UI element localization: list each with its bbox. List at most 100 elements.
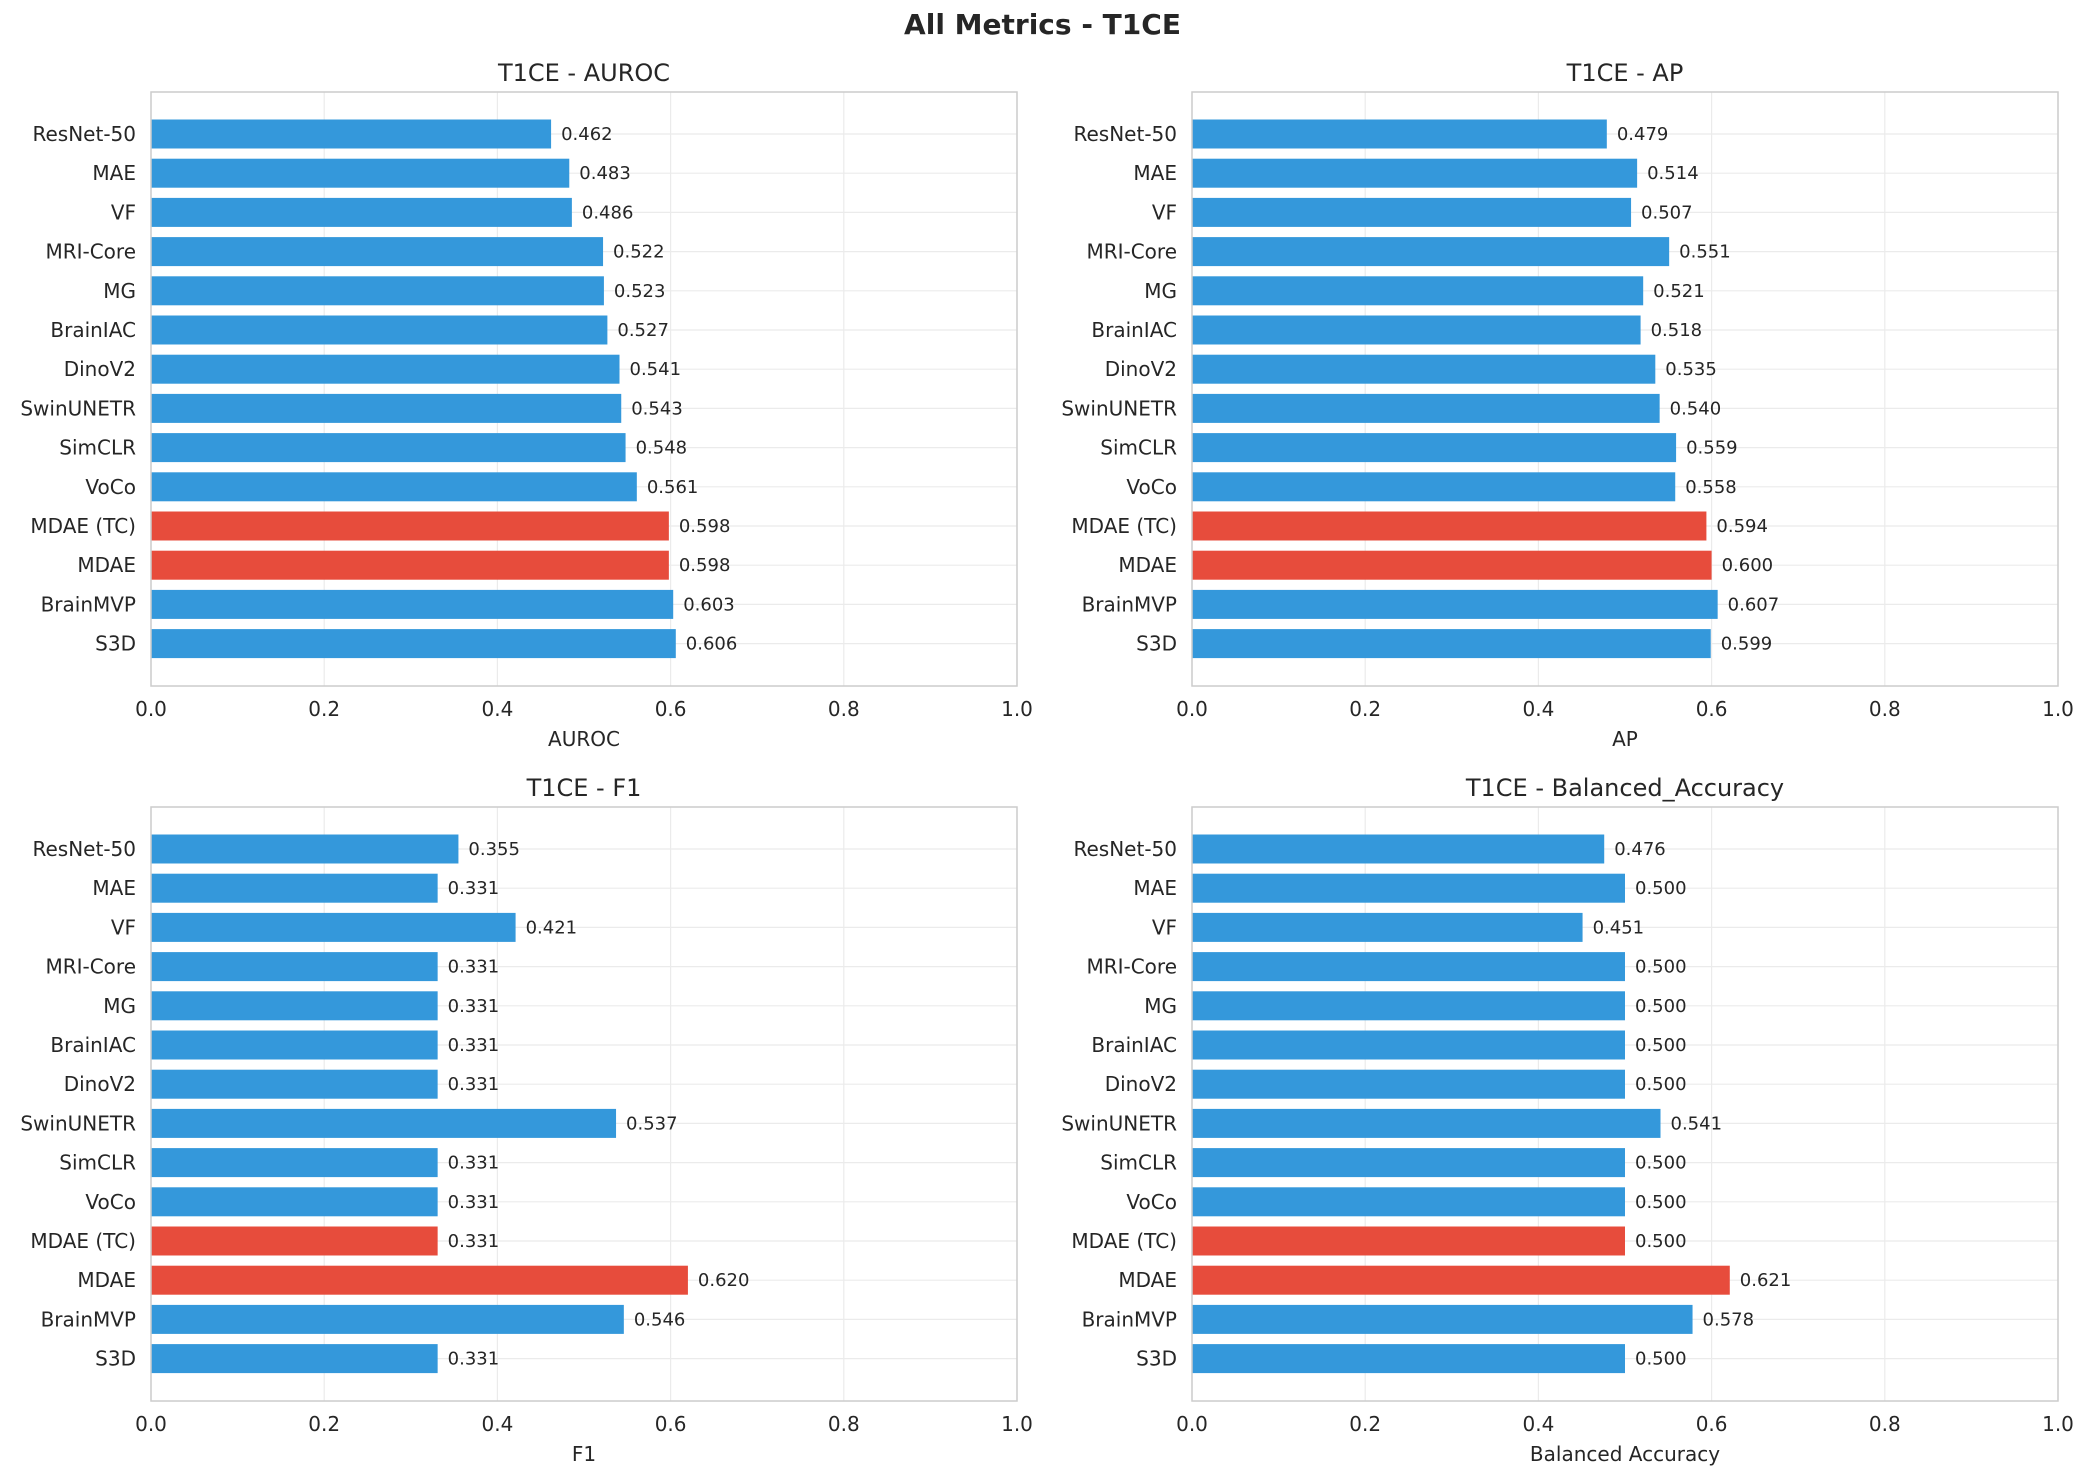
x-axis-label: AP: [1612, 727, 1638, 751]
bar: [151, 1148, 438, 1178]
bar: [151, 1304, 624, 1334]
category-label: S3D: [95, 1347, 136, 1371]
category-label: VF: [1152, 915, 1177, 939]
bar: [1192, 119, 1607, 149]
category-label: SimCLR: [1100, 1151, 1177, 1175]
bar: [1192, 589, 1718, 619]
value-label: 0.331: [448, 878, 500, 899]
category-label: MRI-Core: [45, 955, 136, 979]
x-tick-label: 0.0: [1176, 697, 1208, 721]
bar: [1192, 1148, 1625, 1178]
value-label: 0.331: [448, 996, 500, 1017]
value-label: 0.521: [1653, 281, 1705, 302]
category-label: MAE: [1133, 161, 1177, 185]
x-tick-label: 0.0: [135, 697, 167, 721]
axes-frame: [1191, 91, 2059, 687]
value-label: 0.541: [630, 359, 682, 380]
category-label: BrainMVP: [41, 1307, 136, 1331]
bar: [1192, 393, 1660, 423]
value-label: 0.606: [686, 634, 738, 655]
category-label: S3D: [1136, 1347, 1177, 1371]
x-tick-label: 0.2: [1349, 1412, 1381, 1436]
bar-highlighted: [1192, 1265, 1730, 1295]
category-label: ResNet-50: [1074, 837, 1178, 861]
category-label: MRI-Core: [1086, 240, 1177, 264]
bar: [151, 952, 438, 982]
bar-highlighted: [1192, 1226, 1625, 1256]
x-axis-label: F1: [572, 1442, 596, 1466]
bar: [1192, 1304, 1693, 1334]
value-label: 0.598: [679, 555, 731, 576]
value-label: 0.451: [1593, 917, 1645, 938]
bar-highlighted: [151, 550, 669, 580]
bar: [1192, 433, 1677, 463]
category-label: VoCo: [85, 1190, 136, 1214]
category-label: MDAE (TC): [1071, 514, 1177, 538]
value-label: 0.500: [1635, 1231, 1687, 1252]
value-label: 0.518: [1651, 320, 1703, 341]
value-label: 0.500: [1635, 1074, 1687, 1095]
x-tick-label: 0.4: [1522, 1412, 1554, 1436]
bar: [1192, 1187, 1625, 1217]
bar: [151, 873, 438, 903]
category-label: SimCLR: [59, 1151, 136, 1175]
bar: [151, 1344, 438, 1374]
bar: [1192, 1030, 1625, 1060]
value-label: 0.523: [614, 281, 666, 302]
bar: [1192, 912, 1583, 942]
bar: [1192, 629, 1711, 659]
value-label: 0.500: [1635, 1349, 1687, 1370]
category-label: ResNet-50: [33, 122, 137, 146]
category-label: ResNet-50: [1074, 122, 1178, 146]
value-label: 0.537: [626, 1113, 678, 1134]
value-label: 0.535: [1665, 359, 1717, 380]
value-label: 0.603: [683, 594, 735, 615]
category-label: BrainMVP: [41, 592, 136, 616]
value-label: 0.331: [448, 1231, 500, 1252]
bar: [151, 589, 674, 619]
category-label: MDAE: [77, 553, 136, 577]
bar: [151, 991, 438, 1021]
bar: [151, 393, 622, 423]
axes-frame: [150, 91, 1018, 687]
x-tick-label: 0.6: [1696, 697, 1728, 721]
bar: [151, 834, 459, 864]
category-label: MDAE: [1118, 553, 1177, 577]
x-tick-label: 0.0: [135, 1412, 167, 1436]
bar: [151, 1069, 438, 1099]
category-label: MDAE (TC): [1071, 1229, 1177, 1253]
value-label: 0.462: [561, 124, 613, 145]
category-label: SimCLR: [59, 436, 136, 460]
bar-highlighted: [151, 511, 669, 541]
category-label: MG: [103, 994, 136, 1018]
value-label: 0.594: [1716, 516, 1768, 537]
category-label: MDAE (TC): [30, 514, 136, 538]
category-label: S3D: [1136, 632, 1177, 656]
value-label: 0.500: [1635, 1153, 1687, 1174]
x-axis-label: AUROC: [548, 727, 620, 751]
chart-title: T1CE - AUROC: [497, 59, 670, 87]
category-label: VF: [111, 915, 136, 939]
category-label: MDAE: [1118, 1268, 1177, 1292]
category-label: BrainIAC: [1091, 1033, 1177, 1057]
value-label: 0.331: [448, 957, 500, 978]
category-label: SwinUNETR: [1061, 1111, 1177, 1135]
value-label: 0.331: [448, 1153, 500, 1174]
value-label: 0.600: [1722, 555, 1774, 576]
bar: [151, 354, 620, 384]
category-label: MAE: [92, 161, 136, 185]
category-label: BrainMVP: [1082, 1307, 1177, 1331]
value-label: 0.355: [468, 839, 520, 860]
value-label: 0.331: [448, 1192, 500, 1213]
value-label: 0.541: [1671, 1113, 1723, 1134]
bar: [1192, 472, 1676, 502]
x-tick-label: 0.4: [481, 697, 513, 721]
category-label: MAE: [92, 876, 136, 900]
bar: [151, 1030, 438, 1060]
bar: [1192, 158, 1638, 188]
category-label: MAE: [1133, 876, 1177, 900]
category-label: DinoV2: [64, 1072, 136, 1096]
bar: [1192, 952, 1625, 982]
value-label: 0.548: [636, 438, 688, 459]
